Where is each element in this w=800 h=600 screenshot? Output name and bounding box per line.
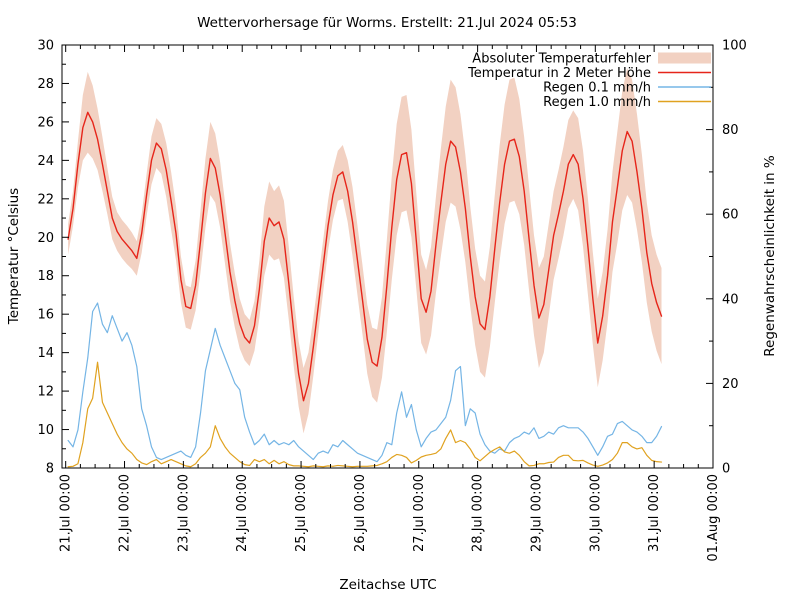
y-left-tick-label: 22	[37, 192, 54, 207]
y-left-tick-label: 30	[37, 39, 54, 54]
x-tick-label: 22.Jul 00:00	[118, 474, 133, 552]
y-left-tick-label: 8	[46, 462, 54, 477]
x-tick-label: 29.Jul 00:00	[529, 474, 544, 552]
y-left-tick-label: 10	[37, 423, 54, 438]
y-left-tick-label: 20	[37, 231, 54, 246]
y-right-tick-label: 100	[722, 39, 747, 54]
rain-10-line	[67, 361, 663, 468]
error-band	[68, 68, 662, 434]
y-right-tick-label: 0	[722, 462, 730, 477]
legend-label: Absoluter Temperaturfehler	[472, 52, 651, 67]
x-tick-label: 26.Jul 00:00	[353, 474, 368, 552]
y-left-tick-label: 14	[37, 346, 54, 361]
y-right-tick-label: 60	[722, 208, 739, 223]
x-tick-label: 25.Jul 00:00	[294, 474, 309, 552]
legend-label: Regen 1.0 mm/h	[543, 95, 651, 110]
y-left-tick-label: 18	[37, 269, 54, 284]
y-left-tick-label: 24	[37, 154, 54, 169]
x-tick-label: 01.Aug 00:00	[706, 474, 721, 562]
y-right-tick-label: 20	[722, 377, 739, 392]
x-tick-label: 31.Jul 00:00	[647, 474, 662, 552]
y-left-tick-label: 26	[37, 115, 54, 130]
x-tick-label: 27.Jul 00:00	[412, 474, 427, 552]
legend-band-swatch	[658, 52, 711, 64]
x-tick-label: 28.Jul 00:00	[471, 474, 486, 552]
x-tick-label: 21.Jul 00:00	[59, 474, 74, 552]
y-right-tick-label: 40	[722, 292, 739, 307]
legend-label: Regen 0.1 mm/h	[543, 81, 651, 96]
y-left-tick-label: 28	[37, 77, 54, 92]
rain-01-line	[67, 302, 663, 463]
y-right-tick-label: 80	[722, 123, 739, 138]
temperature-line	[67, 111, 663, 402]
x-tick-label: 23.Jul 00:00	[176, 474, 191, 552]
legend-label: Temperatur in 2 Meter Höhe	[467, 66, 651, 81]
chart-title: Wettervorhersage für Worms. Erstellt: 21…	[197, 15, 577, 31]
y-left-tick-label: 12	[37, 385, 54, 400]
x-tick-label: 30.Jul 00:00	[588, 474, 603, 552]
x-tick-label: 24.Jul 00:00	[235, 474, 250, 552]
y-left-tick-label: 16	[37, 308, 54, 323]
x-axis-label: Zeitachse UTC	[339, 577, 437, 593]
